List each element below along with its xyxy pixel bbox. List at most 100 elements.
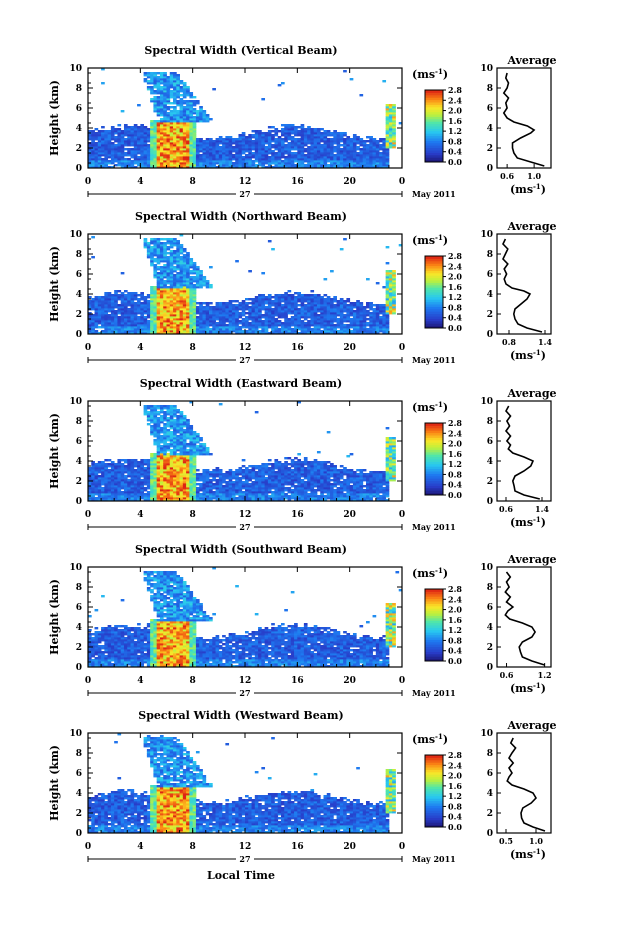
heatmap-cell bbox=[313, 166, 318, 169]
heatmap-cell bbox=[156, 441, 161, 444]
heatmap-cell bbox=[297, 326, 301, 329]
heatmap-cell bbox=[186, 302, 190, 305]
heatmap-cell bbox=[94, 300, 99, 303]
y-tick-label: 4 bbox=[76, 124, 82, 134]
heatmap-cell bbox=[104, 314, 109, 317]
heatmap-cell bbox=[245, 144, 249, 147]
heatmap-cell bbox=[251, 316, 256, 319]
heatmap-cell bbox=[146, 326, 151, 329]
heatmap-cell bbox=[186, 164, 190, 167]
heatmap-cell bbox=[264, 148, 269, 151]
heatmap-cell bbox=[117, 489, 122, 492]
heatmap-cell bbox=[333, 326, 337, 329]
heatmap-cell bbox=[238, 158, 243, 161]
heatmap-cell bbox=[287, 144, 292, 147]
heatmap-cell bbox=[294, 330, 298, 333]
heatmap-cell bbox=[235, 318, 239, 321]
heatmap-cell bbox=[290, 160, 295, 163]
heatmap-cell bbox=[114, 473, 118, 476]
heatmap-cell bbox=[159, 419, 164, 422]
heatmap-cell bbox=[192, 138, 197, 141]
heatmap-cell bbox=[173, 318, 177, 321]
heatmap-cell bbox=[199, 328, 203, 331]
heatmap-cell bbox=[274, 324, 279, 327]
heatmap-cell bbox=[300, 296, 305, 299]
heatmap-cell bbox=[153, 160, 158, 163]
heatmap-cell bbox=[326, 146, 331, 149]
heatmap-cell bbox=[146, 328, 151, 331]
heatmap-cell bbox=[143, 497, 148, 500]
heatmap-cell bbox=[153, 290, 158, 293]
heatmap-cell bbox=[182, 110, 187, 113]
heatmap-cell bbox=[186, 94, 190, 97]
heatmap-cell bbox=[326, 148, 331, 151]
heatmap-cell bbox=[372, 326, 377, 329]
heatmap-cell bbox=[173, 256, 177, 259]
heatmap-cell bbox=[97, 461, 102, 464]
heatmap-cell bbox=[274, 162, 279, 165]
heatmap-cell bbox=[173, 152, 177, 155]
heatmap-cell bbox=[343, 132, 347, 135]
heatmap-cell bbox=[385, 304, 390, 307]
heatmap-cell bbox=[182, 276, 187, 279]
heatmap-cell bbox=[146, 471, 151, 474]
heatmap-cell bbox=[261, 144, 266, 147]
heatmap-cell bbox=[352, 152, 357, 155]
heatmap-cell bbox=[123, 326, 128, 329]
heatmap-cells bbox=[88, 401, 396, 502]
heatmap-cell bbox=[133, 154, 138, 157]
heatmap-cell bbox=[189, 294, 194, 297]
heatmap-cell bbox=[264, 306, 269, 309]
heatmap-cell bbox=[169, 118, 174, 121]
heatmap-cell bbox=[192, 164, 197, 167]
heatmap-cell bbox=[146, 162, 151, 165]
heatmap-cell bbox=[107, 318, 112, 321]
heatmap-cell bbox=[326, 306, 331, 309]
heatmap-cell bbox=[133, 477, 138, 480]
heatmap-cell bbox=[392, 142, 396, 145]
heatmap-cell bbox=[159, 128, 164, 131]
heatmap-cell bbox=[228, 320, 233, 323]
heatmap-cell bbox=[176, 128, 180, 131]
heatmap-cell bbox=[140, 166, 144, 169]
heatmap-cell bbox=[258, 140, 262, 143]
heatmap-cell bbox=[101, 497, 105, 500]
heatmap-cell bbox=[310, 290, 315, 293]
heatmap-cell bbox=[97, 499, 102, 502]
heatmap-cell bbox=[195, 146, 200, 149]
heatmap-cell bbox=[225, 304, 230, 307]
heatmap-cell bbox=[218, 304, 223, 307]
heatmap-cell bbox=[156, 314, 161, 317]
heatmap-cell bbox=[241, 306, 246, 309]
heatmap-cell bbox=[330, 298, 334, 301]
heatmap-cell bbox=[382, 306, 387, 309]
heatmap-cell bbox=[362, 160, 367, 163]
heatmap-cell bbox=[267, 326, 272, 329]
heatmap-cell bbox=[182, 258, 187, 261]
heatmap-cell bbox=[356, 300, 360, 303]
heatmap-cell bbox=[271, 322, 275, 325]
heatmap-cell bbox=[156, 445, 161, 448]
heatmap-cell bbox=[146, 164, 151, 167]
heatmap-cell bbox=[107, 316, 112, 319]
heatmap-cell bbox=[94, 156, 99, 159]
heatmap-cell bbox=[284, 136, 288, 139]
heatmap-cell bbox=[241, 158, 246, 161]
heatmap-cell bbox=[189, 266, 194, 269]
colorbar-unit-sup: -1 bbox=[435, 233, 443, 242]
heatmap-cell bbox=[159, 298, 164, 301]
heatmap-cell bbox=[143, 298, 148, 301]
heatmap-cell bbox=[169, 110, 174, 113]
x-tick-label: 4 bbox=[137, 343, 143, 353]
heatmap-cell bbox=[163, 308, 167, 311]
heatmap-cell bbox=[245, 298, 249, 301]
heatmap-cell bbox=[379, 318, 383, 321]
heatmap-cell bbox=[146, 80, 151, 83]
heatmap-cell bbox=[209, 318, 213, 321]
heatmap-cell bbox=[107, 302, 112, 305]
heatmap-cell bbox=[336, 154, 341, 157]
heatmap-cell bbox=[179, 302, 184, 305]
heatmap-cell bbox=[366, 152, 370, 155]
heatmap-cell bbox=[143, 150, 148, 153]
heatmap-cell bbox=[392, 300, 396, 303]
